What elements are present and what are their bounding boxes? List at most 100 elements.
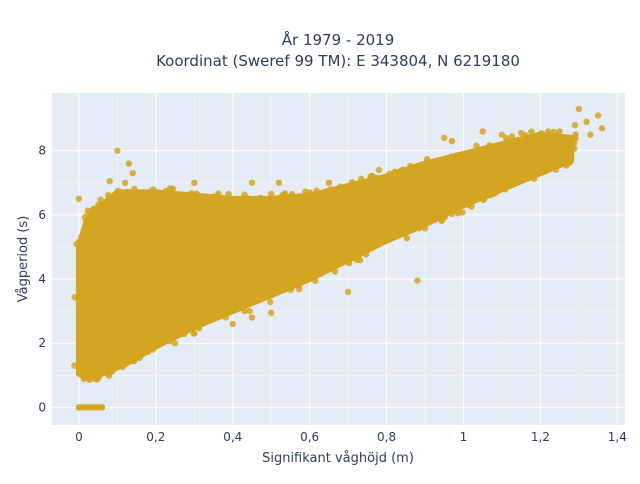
data-point [246,307,253,315]
data-point [166,185,174,192]
data-point [530,175,538,182]
data-point [114,147,121,154]
data-point [82,231,90,239]
data-point [153,340,161,347]
x-tick-label: 0,2 [146,430,165,444]
data-point [229,320,236,328]
data-point [386,170,393,177]
data-point [344,288,352,296]
data-point [90,205,98,212]
data-point [284,198,291,205]
data-point [89,216,96,223]
data-point [268,309,275,316]
data-point [338,260,345,267]
data-point [163,192,170,199]
data-point [454,210,462,217]
data-point [246,196,254,203]
data-point [147,188,154,195]
data-point [359,244,366,251]
y-axis-label: Vågperiod (s) [16,216,31,303]
data-point [81,214,89,221]
data-point [81,372,89,380]
chart-title-line1: År 1979 - 2019 [282,30,395,49]
data-point [248,314,256,321]
data-point [487,148,494,155]
data-point [275,179,283,187]
data-point [79,354,86,361]
data-point [472,151,479,158]
data-point [191,330,198,337]
data-point [129,169,136,177]
data-point [372,174,380,181]
data-point [150,194,158,201]
x-tick-label: 0,4 [223,430,242,444]
data-point [448,210,456,218]
data-point [257,194,264,202]
data-point [248,179,256,187]
data-point [75,195,83,203]
data-point [88,369,95,376]
data-point [180,194,188,202]
data-point [215,190,222,197]
data-point [121,179,129,187]
data-point [125,160,133,167]
data-point [222,314,229,321]
data-point [480,196,487,203]
data-point [538,130,545,137]
data-point [215,199,222,206]
data-point [323,192,330,200]
data-point [115,360,122,367]
y-tick-label: 8 [38,144,46,158]
data-point [97,196,104,203]
data-point [423,156,431,163]
data-point [583,118,590,126]
data-point [414,277,421,284]
data-point [408,226,416,234]
data-point [498,131,506,138]
data-point [306,268,313,276]
data-point [98,404,106,411]
data-point [448,137,456,145]
data-point [199,318,206,325]
data-point [313,187,320,194]
data-point [517,129,525,137]
data-point [221,308,228,315]
data-point [281,286,289,293]
data-point [106,178,113,185]
data-point [362,251,370,258]
data-point [473,142,480,149]
data-point [79,317,86,324]
data-point [241,191,248,198]
data-point [195,325,203,332]
data-point [75,298,83,305]
data-points [71,105,606,411]
data-point [129,356,136,364]
data-point [502,186,509,193]
data-point [572,135,579,142]
data-point [325,179,333,187]
data-point [242,300,249,307]
data-point [75,330,83,337]
data-point [194,192,201,199]
data-point [327,186,334,193]
data-point [295,282,303,289]
x-tick-label: 1 [460,430,468,444]
data-point [358,175,365,183]
y-tick-label: 0 [38,400,46,414]
data-point [565,159,572,167]
data-point [306,189,313,196]
data-point [540,135,547,142]
data-point [367,173,374,180]
data-point [375,166,383,174]
x-tick-label: 1,4 [608,430,627,444]
data-point [78,237,86,245]
data-point [92,375,99,383]
data-point [421,225,429,232]
data-point [73,240,80,248]
data-point [528,128,535,135]
data-point [108,368,116,375]
data-point [145,348,152,355]
data-point [372,241,379,249]
